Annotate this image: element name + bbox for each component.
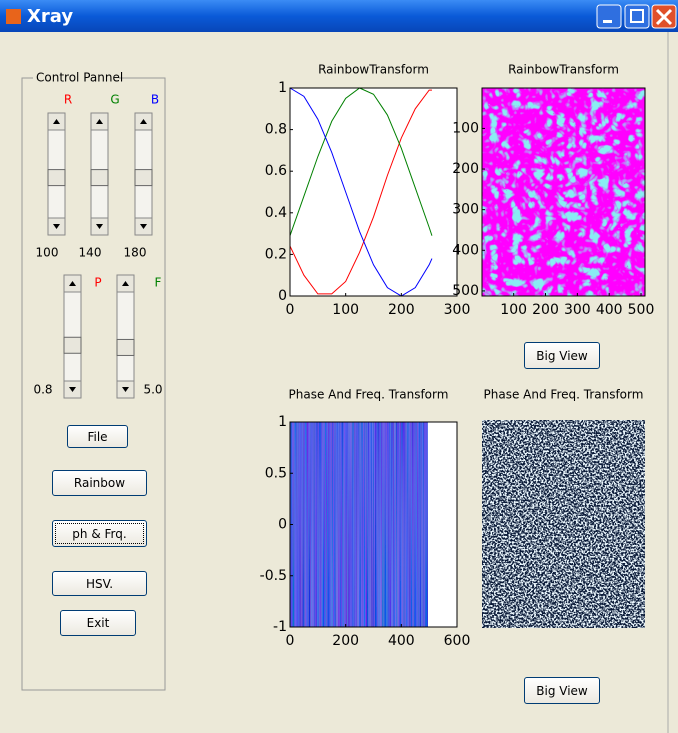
y-tick-label: 1: [278, 414, 287, 430]
button[interactable]: Rainbow: [52, 470, 147, 496]
x-tick-label: 100: [500, 302, 527, 318]
y-tick-label: 300: [452, 202, 479, 218]
plot-title: RainbowTransform: [318, 63, 429, 77]
y-tick-label: 500: [452, 283, 479, 299]
slider-value: 0.8: [33, 383, 52, 397]
minimize-icon: [603, 20, 612, 23]
slider-value: 5.0: [143, 383, 162, 397]
y-tick-label: -1: [273, 619, 287, 635]
slider-label: G: [110, 93, 119, 107]
y-tick-label: 400: [452, 242, 479, 258]
panel-title: Control Pannel: [36, 71, 123, 85]
slider-label: P: [94, 276, 101, 290]
x-tick-label: 100: [332, 302, 359, 318]
plot-title: Phase And Freq. Transform: [484, 388, 644, 402]
maximize-button[interactable]: [625, 5, 649, 28]
x-tick-label: 0: [286, 633, 295, 649]
matlab-window: Xray Control Pannel R100G140B180P0.8F5.0…: [0, 0, 678, 733]
window-title: Xray: [27, 6, 73, 27]
slider-label: R: [64, 93, 72, 107]
button[interactable]: Big View: [524, 677, 600, 704]
phase-lines-texture: [290, 422, 428, 627]
slider-label: B: [151, 93, 159, 107]
button[interactable]: Exit: [60, 610, 136, 636]
slider-track: [117, 275, 134, 398]
y-tick-label: 0: [278, 288, 287, 304]
app-icon: [6, 9, 21, 24]
y-tick-label: 100: [452, 120, 479, 136]
slider-value: 100: [36, 246, 59, 260]
slider-track: [64, 275, 81, 398]
slider-thumb: [117, 339, 134, 355]
slider-label: F: [155, 276, 162, 290]
y-tick-label: 0.5: [265, 465, 287, 481]
x-tick-label: 400: [388, 633, 415, 649]
x-tick-label: 300: [444, 302, 471, 318]
x-tick-label: 600: [444, 633, 471, 649]
minimize-button[interactable]: [597, 5, 621, 28]
slider-value: 140: [79, 246, 102, 260]
y-tick-label: 0: [278, 517, 287, 533]
slider-value: 180: [124, 246, 147, 260]
y-tick-label: -0.5: [260, 568, 287, 584]
y-tick-label: 0.8: [265, 122, 287, 138]
slider-thumb: [135, 170, 152, 186]
slider-thumb: [91, 170, 108, 186]
y-tick-label: 200: [452, 161, 479, 177]
y-tick-label: 0.6: [265, 163, 287, 179]
x-tick-label: 200: [388, 302, 415, 318]
x-tick-label: 200: [532, 302, 559, 318]
phase-image-texture: [482, 420, 645, 628]
button[interactable]: File: [67, 425, 128, 448]
rainbow-image-texture: [482, 88, 645, 296]
slider-thumb: [48, 170, 65, 186]
button[interactable]: ph & Frq.: [52, 520, 147, 547]
y-tick-label: 1: [278, 80, 287, 96]
plot-title: RainbowTransform: [508, 63, 619, 77]
title-bar: [0, 0, 678, 32]
x-tick-label: 300: [564, 302, 591, 318]
plot-title: Phase And Freq. Transform: [289, 388, 449, 402]
button[interactable]: HSV.: [52, 571, 147, 596]
x-tick-label: 200: [332, 633, 359, 649]
y-tick-label: 0.2: [265, 246, 287, 262]
x-tick-label: 0: [286, 302, 295, 318]
x-tick-label: 500: [628, 302, 655, 318]
y-tick-label: 0.4: [265, 205, 287, 221]
x-tick-label: 400: [596, 302, 623, 318]
button[interactable]: Big View: [524, 342, 600, 369]
slider-thumb: [64, 337, 81, 353]
